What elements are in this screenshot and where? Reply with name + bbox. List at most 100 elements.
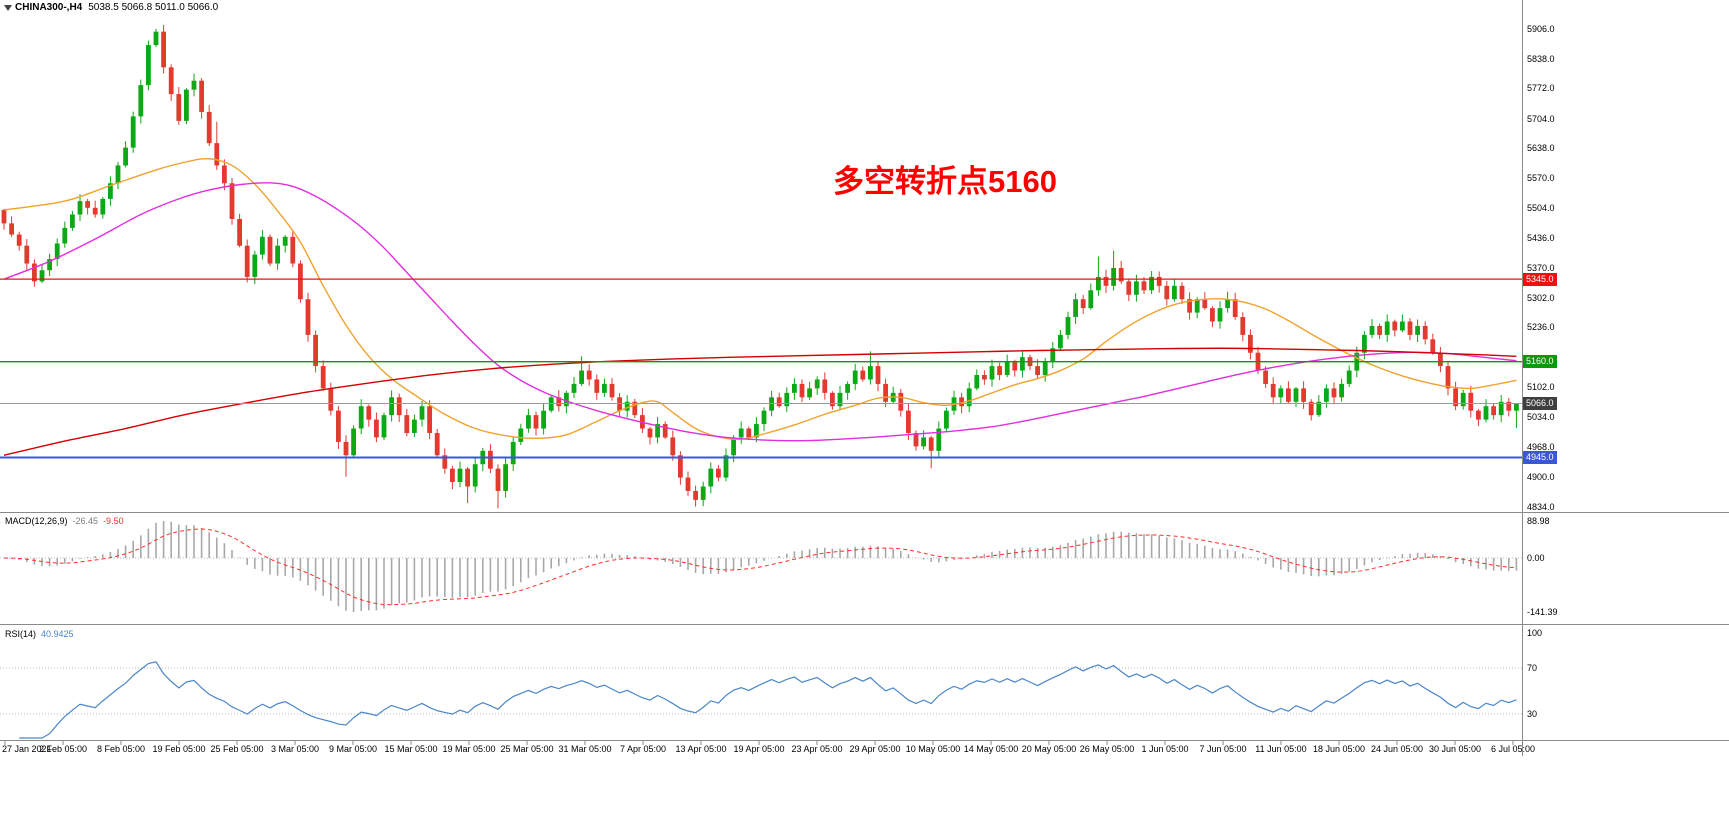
candle-body [1088, 290, 1094, 309]
candle-body [47, 259, 52, 271]
time-axis-label: 27 Jan 2021 [2, 744, 52, 754]
candle [396, 393, 402, 422]
candle-body [366, 406, 372, 420]
candle [936, 421, 942, 458]
candle-body [898, 392, 904, 411]
candle [792, 378, 797, 400]
candle-body [1430, 339, 1436, 353]
candle-body [146, 45, 151, 86]
candle-body [1210, 308, 1215, 322]
candle [700, 481, 706, 507]
candle-body [419, 406, 425, 420]
candle-body [115, 165, 121, 184]
candle-body [267, 236, 273, 264]
candle-body [1194, 299, 1200, 313]
candle [252, 250, 258, 285]
candle [1369, 319, 1375, 338]
candle-body [351, 428, 356, 456]
candle [1498, 394, 1504, 423]
time-axis[interactable]: 27 Jan 2021 2 Feb 05:00 8 Feb 05:00 19 Feb … [0, 741, 1729, 759]
candle-body [252, 254, 258, 277]
price-axis-label: 5436.0 [1527, 233, 1555, 244]
candle [442, 448, 448, 474]
candle-body [1149, 276, 1154, 291]
candle-body [108, 183, 113, 199]
candle [602, 378, 607, 397]
candle [776, 392, 782, 408]
candle-body [1468, 392, 1474, 411]
candle [404, 408, 410, 437]
candle-body [1438, 352, 1443, 367]
candle-body [1445, 366, 1451, 389]
candle-body [685, 477, 691, 491]
candle [564, 390, 569, 414]
candle [24, 239, 30, 271]
candle-body [678, 455, 683, 478]
candle-body [708, 468, 714, 487]
candle-body [1080, 299, 1086, 309]
price-axis-label: 5772.0 [1527, 83, 1555, 94]
time-axis-label: 18 Jun 05:00 [1312, 744, 1366, 754]
current-price-badge: 5066.0 [1523, 397, 1557, 411]
candle [115, 162, 121, 190]
candle [1339, 378, 1344, 402]
candle-body [123, 147, 128, 166]
time-axis-label: 2 Feb 05:00 [38, 744, 88, 754]
candle [860, 366, 866, 382]
candle-body [1400, 321, 1405, 331]
candle-body [1172, 285, 1177, 300]
candle [1430, 333, 1436, 355]
candle-body [488, 450, 493, 469]
candle-body [313, 334, 318, 367]
candle [39, 264, 45, 284]
price-axis[interactable]: 5345.0 5160.0 4945.0 5066.0 5906.0 5838.0 5772… [1522, 0, 1729, 741]
candle [92, 200, 98, 218]
candle-body [1126, 281, 1132, 295]
candle-body [799, 383, 805, 398]
candle-body [457, 468, 463, 483]
candle [1073, 293, 1078, 325]
candle [974, 369, 980, 391]
candle-body [130, 116, 136, 148]
one-click-trading-icon[interactable] [4, 5, 12, 11]
candle-body [374, 419, 379, 438]
candle-body [9, 223, 14, 235]
candle [1316, 395, 1322, 417]
candle-body [450, 468, 455, 483]
candle [1065, 311, 1071, 340]
candle [837, 385, 843, 411]
candle [1096, 256, 1101, 296]
candle [161, 25, 166, 74]
candle-body [1156, 276, 1162, 286]
candle-body [412, 419, 417, 433]
candle [685, 471, 691, 496]
symbol-name: CHINA300-,H4 [15, 2, 83, 13]
candle [624, 395, 630, 418]
hline-price-badge: 5160.0 [1523, 355, 1557, 369]
time-axis-label: 25 Mar 05:00 [500, 744, 554, 754]
time-axis-label: 25 Feb 05:00 [210, 744, 264, 754]
candle-body [214, 143, 220, 166]
candle [1453, 381, 1458, 411]
candle [358, 399, 364, 435]
candle [1149, 271, 1154, 294]
candle [1111, 250, 1116, 291]
price-axis-label: 4834.0 [1527, 501, 1555, 512]
candle [1377, 323, 1382, 340]
candle [108, 176, 113, 206]
candle-body [1331, 388, 1337, 398]
candle-body [913, 432, 919, 447]
candle [9, 216, 14, 237]
candle-body [24, 245, 30, 264]
candle-body [518, 428, 524, 442]
candle [457, 461, 463, 488]
candle-body [404, 415, 410, 433]
candle [1103, 269, 1109, 293]
candle-body [1263, 370, 1268, 384]
candle-body [260, 236, 265, 255]
time-axis-label: 3 Mar 05:00 [270, 744, 320, 754]
candle-body [746, 428, 752, 438]
candle-body [906, 410, 911, 433]
candle [852, 363, 858, 391]
